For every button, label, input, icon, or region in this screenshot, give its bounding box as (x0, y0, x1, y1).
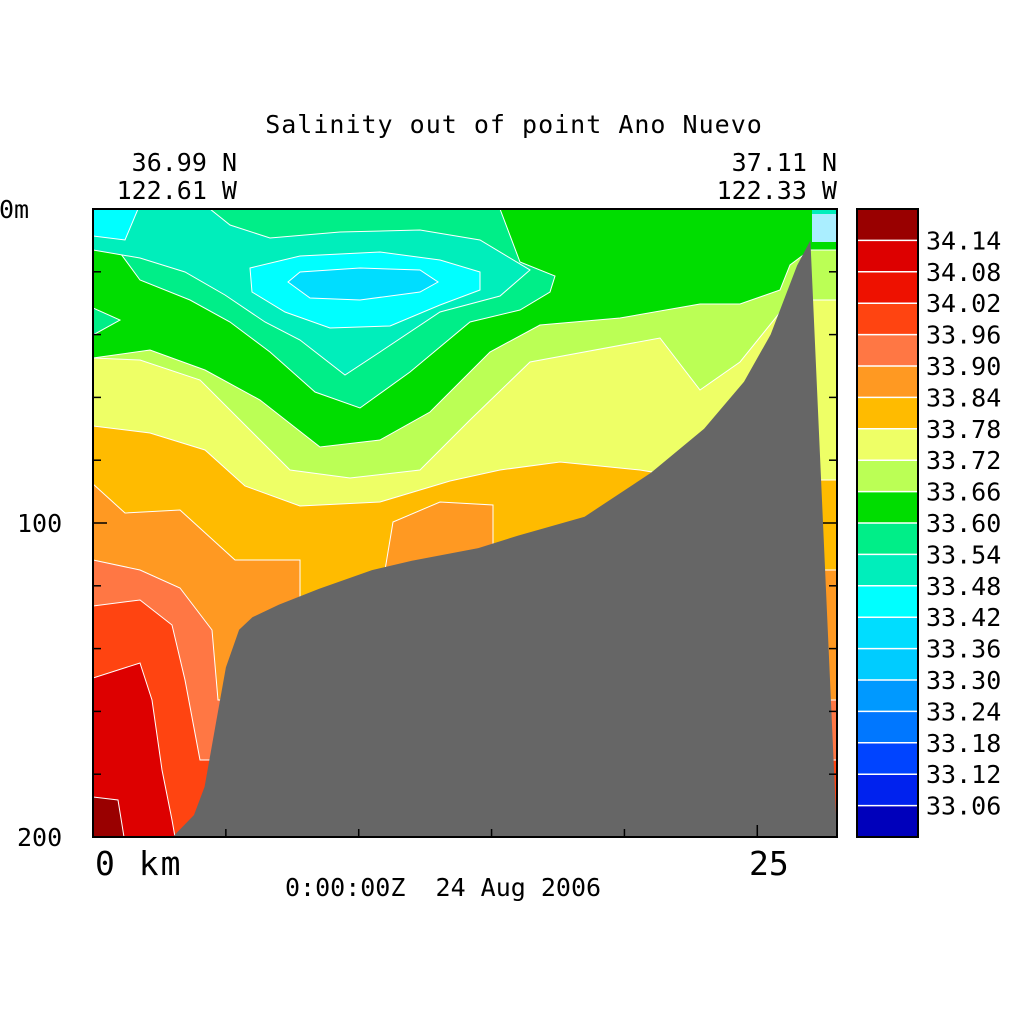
colorbar-level-label: 33.54 (926, 540, 1001, 569)
contour-band-34-08-to-34-14 (93, 796, 125, 837)
colorbar-swatch (857, 585, 918, 618)
bathymetry-land (172, 240, 837, 837)
colorbar-level-label: 33.78 (926, 415, 1001, 444)
colorbar-frame (856, 208, 919, 838)
colorbar-level-label: 33.48 (926, 572, 1001, 601)
salinity-contour-field (93, 209, 837, 837)
colorbar-level-label: 33.24 (926, 697, 1001, 726)
colorbar-level-label: 33.36 (926, 635, 1001, 664)
colorbar-swatch (857, 209, 918, 241)
colorbar-swatch (857, 460, 918, 493)
contour-band-33-36-to-33-42 (287, 267, 439, 301)
colorbar-level-label: 33.06 (926, 792, 1001, 821)
end-latitude: 37.11 N (732, 148, 837, 177)
colorbar-level-label: 34.08 (926, 258, 1001, 287)
chart-title: Salinity out of point Ano Nuevo (265, 110, 763, 139)
colorbar-level-label: 33.66 (926, 478, 1001, 507)
colorbar-level-label: 33.12 (926, 760, 1001, 789)
colorbar-level-label: 34.14 (926, 226, 1001, 255)
colorbar-level-label: 33.84 (926, 383, 1001, 412)
colorbar-swatch (857, 711, 918, 744)
colorbar-swatch (857, 523, 918, 555)
contour-band-34-02-to-34-08 (93, 662, 176, 837)
contour-band-33-48-nearshore (812, 209, 837, 214)
timestamp: 0:00:00Z 24 Aug 2006 (285, 873, 601, 902)
colorbar-level-label: 33.60 (926, 509, 1001, 538)
contour-band-33-42-to-33-48-surface (93, 209, 139, 241)
colorbar-swatch (857, 742, 918, 775)
contour-band-33-42-nearshore (812, 209, 837, 242)
colorbar-swatch (857, 428, 918, 461)
colorbar-swatch (857, 617, 918, 650)
contour-band-33-54-to-33-60-inlet (93, 307, 122, 336)
x-axis-label-25: 25 (749, 844, 789, 883)
colorbar-swatch (857, 805, 918, 838)
plot-frame (92, 208, 838, 838)
x-axis-label-0km: 0 km (95, 844, 182, 883)
colorbar-level-label: 33.30 (926, 666, 1001, 695)
colorbar-level-label: 34.02 (926, 289, 1001, 318)
colorbar-swatch (857, 271, 918, 304)
colorbar-swatch (857, 397, 918, 430)
colorbar-swatch (857, 491, 918, 524)
colorbar-swatch (857, 554, 918, 587)
y-axis-label-200: 200 (17, 823, 62, 852)
colorbar-swatch (857, 303, 918, 336)
end-longitude: 122.33 W (717, 176, 838, 205)
colorbar-swatch (857, 240, 918, 273)
colorbar-swatch (857, 680, 918, 712)
start-latitude: 36.99 N (132, 148, 237, 177)
start-longitude: 122.61 W (117, 176, 238, 205)
y-axis-label-0m: 0m (0, 195, 29, 224)
colorbar-level-label: 33.72 (926, 446, 1001, 475)
colorbar-level-label: 33.90 (926, 352, 1001, 381)
colorbar-level-label: 33.42 (926, 603, 1001, 632)
axis-ticks (93, 271, 837, 837)
colorbar-swatch (857, 648, 918, 681)
y-axis-label-100: 100 (17, 509, 62, 538)
colorbar-level-label: 33.96 (926, 321, 1001, 350)
colorbar-swatch (857, 334, 918, 367)
colorbar-level-label: 33.18 (926, 729, 1001, 758)
colorbar-swatch (857, 366, 918, 398)
colorbar-swatch (857, 774, 918, 807)
